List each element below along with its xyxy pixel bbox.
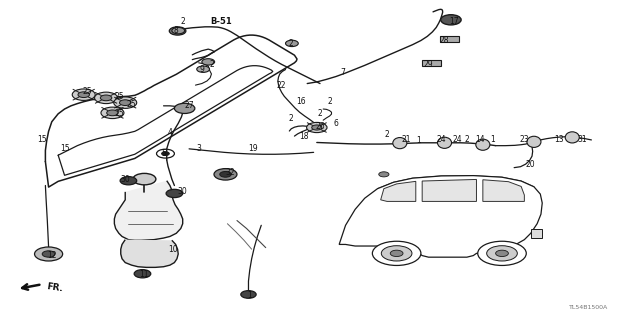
Text: 21: 21 <box>401 135 411 144</box>
Text: 22: 22 <box>277 81 287 90</box>
Polygon shape <box>115 181 182 240</box>
Circle shape <box>390 250 403 257</box>
Circle shape <box>133 173 156 185</box>
Text: 17: 17 <box>449 17 459 26</box>
Text: 24: 24 <box>452 135 462 144</box>
Circle shape <box>107 110 118 116</box>
Text: 2: 2 <box>289 114 294 123</box>
Text: 15: 15 <box>60 144 69 153</box>
Text: 8: 8 <box>174 27 179 36</box>
Text: 32: 32 <box>226 168 236 177</box>
Text: 1: 1 <box>248 291 252 300</box>
Polygon shape <box>339 176 542 257</box>
Text: 25: 25 <box>114 92 124 101</box>
Circle shape <box>95 92 118 104</box>
Circle shape <box>202 59 214 65</box>
Circle shape <box>172 28 184 34</box>
Polygon shape <box>121 240 178 268</box>
Bar <box>440 36 460 42</box>
Text: 1: 1 <box>490 135 495 144</box>
Text: 2: 2 <box>385 130 389 139</box>
Text: 30: 30 <box>178 188 188 196</box>
Text: 2: 2 <box>289 39 294 48</box>
Polygon shape <box>422 180 476 201</box>
Ellipse shape <box>393 138 407 149</box>
Text: 29: 29 <box>424 60 433 69</box>
Circle shape <box>312 125 322 130</box>
Circle shape <box>120 100 131 106</box>
Circle shape <box>114 97 137 108</box>
Circle shape <box>174 103 195 114</box>
Circle shape <box>307 123 327 132</box>
Bar <box>531 228 542 238</box>
Circle shape <box>220 172 231 177</box>
Circle shape <box>495 250 508 257</box>
Text: 7: 7 <box>340 68 345 77</box>
Text: 19: 19 <box>248 144 258 153</box>
Text: 30: 30 <box>120 175 130 184</box>
Circle shape <box>134 270 151 278</box>
Bar <box>422 60 442 66</box>
Circle shape <box>241 291 256 298</box>
Circle shape <box>379 172 389 177</box>
Ellipse shape <box>527 136 541 148</box>
Text: FR.: FR. <box>45 283 63 294</box>
Circle shape <box>100 95 112 101</box>
Ellipse shape <box>438 137 452 148</box>
Text: 2: 2 <box>465 135 469 144</box>
Circle shape <box>441 15 461 25</box>
Ellipse shape <box>565 132 579 143</box>
Text: 2: 2 <box>327 97 332 106</box>
Text: 15: 15 <box>37 135 47 144</box>
Text: 25: 25 <box>127 100 136 109</box>
Text: 23: 23 <box>520 135 529 144</box>
Text: 28: 28 <box>440 36 449 45</box>
Text: 18: 18 <box>300 132 308 140</box>
Circle shape <box>477 241 526 266</box>
Circle shape <box>196 66 209 72</box>
Circle shape <box>42 251 55 257</box>
Circle shape <box>372 241 421 266</box>
Circle shape <box>166 189 182 197</box>
Circle shape <box>486 246 517 261</box>
Text: 11: 11 <box>140 270 149 279</box>
Circle shape <box>72 89 95 100</box>
Text: 16: 16 <box>296 97 306 106</box>
Text: 1: 1 <box>417 136 421 145</box>
Circle shape <box>35 247 63 261</box>
Circle shape <box>170 27 186 35</box>
Ellipse shape <box>476 139 490 150</box>
Text: 24: 24 <box>436 135 446 144</box>
Text: 25: 25 <box>114 109 124 118</box>
Text: 25: 25 <box>82 87 92 96</box>
Circle shape <box>78 92 90 98</box>
Text: 2: 2 <box>317 109 323 118</box>
Text: 12: 12 <box>47 251 56 260</box>
Text: 26: 26 <box>315 122 325 131</box>
Text: 2: 2 <box>180 17 185 26</box>
Text: 20: 20 <box>526 160 536 169</box>
Text: 27: 27 <box>184 101 194 110</box>
Text: 5: 5 <box>161 149 166 158</box>
Text: 2: 2 <box>209 60 214 69</box>
Polygon shape <box>381 181 416 201</box>
Text: 31: 31 <box>577 135 587 144</box>
Text: B-51: B-51 <box>210 17 232 26</box>
Polygon shape <box>483 180 524 201</box>
Circle shape <box>101 107 124 119</box>
Text: 9: 9 <box>200 65 204 74</box>
Text: 6: 6 <box>333 119 339 128</box>
Circle shape <box>285 40 298 47</box>
Text: 10: 10 <box>168 245 178 254</box>
Text: TL54B1500A: TL54B1500A <box>568 305 608 310</box>
Circle shape <box>214 169 237 180</box>
Circle shape <box>381 246 412 261</box>
Text: 4: 4 <box>168 128 172 137</box>
Circle shape <box>120 177 137 185</box>
Circle shape <box>162 152 170 156</box>
Text: 13: 13 <box>555 135 564 144</box>
Text: 14: 14 <box>475 135 484 144</box>
Text: 3: 3 <box>196 144 201 153</box>
